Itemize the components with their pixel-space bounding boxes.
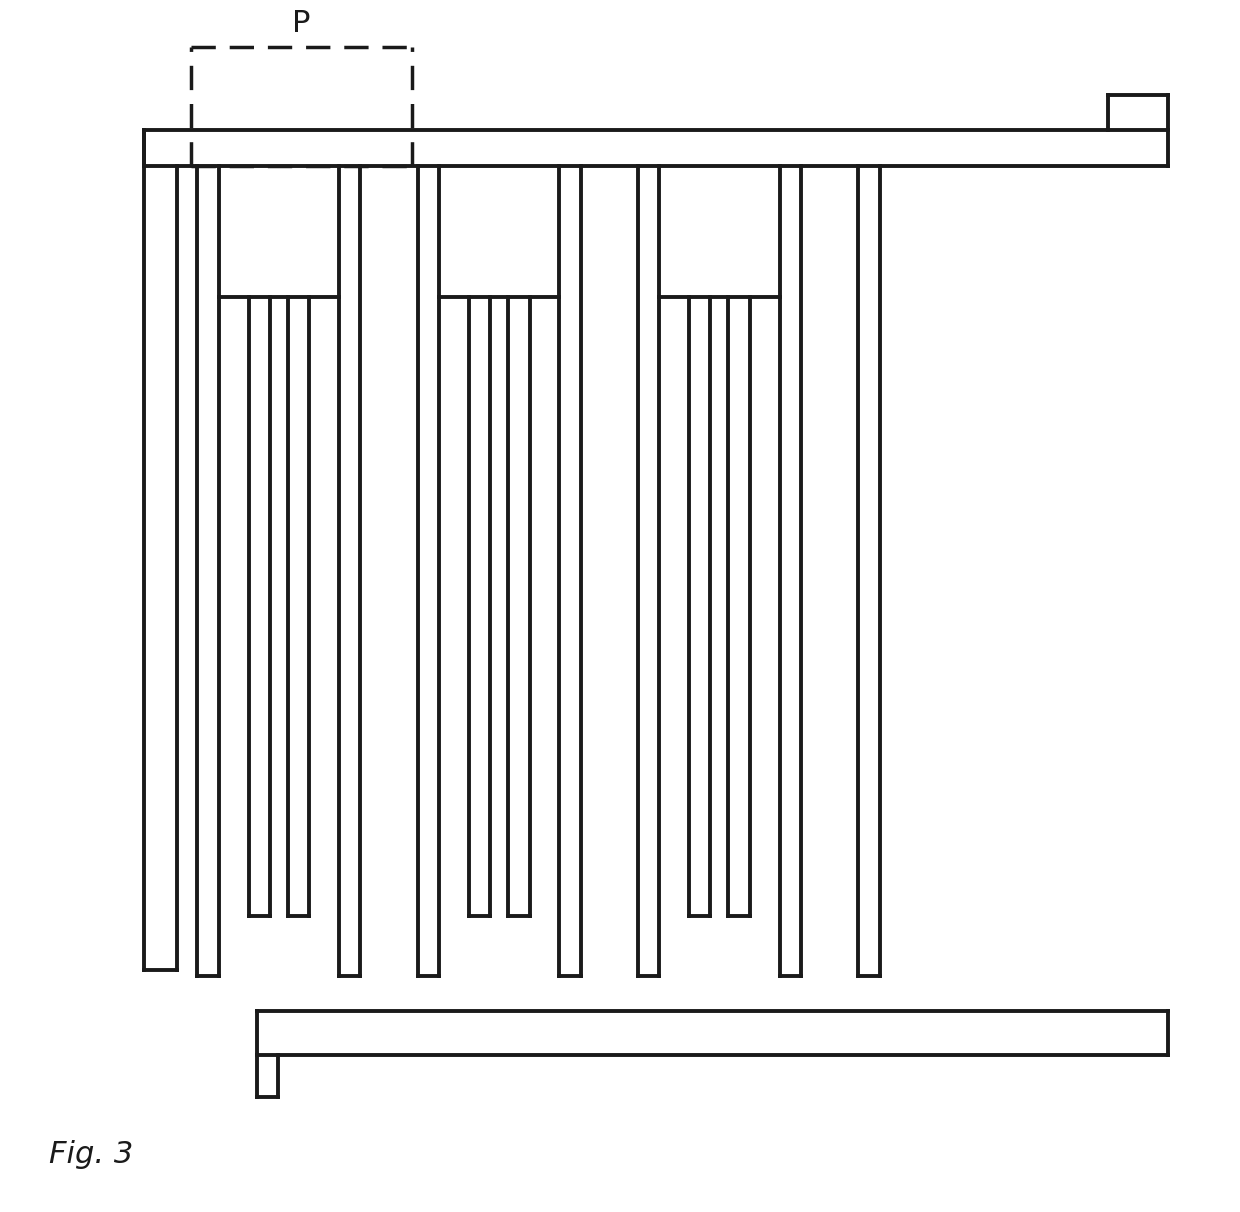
Text: Fig. 3: Fig. 3 (48, 1139, 133, 1168)
Text: P: P (293, 8, 311, 38)
